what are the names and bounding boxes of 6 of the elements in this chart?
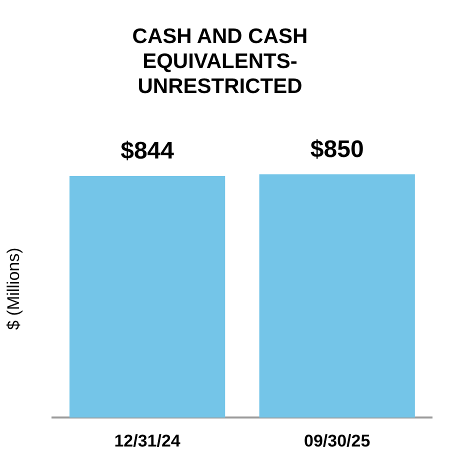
data-label: $850 [310, 136, 364, 163]
chart-title: CASH AND CASH EQUIVALENTS-UNRESTRICTED [131, 24, 309, 99]
data-label: $844 [120, 138, 175, 165]
x-tick-label: 12/31/24 [114, 431, 181, 450]
x-tick-label: 09/30/25 [304, 431, 370, 450]
y-axis-title: $ (Millions) [4, 248, 23, 330]
